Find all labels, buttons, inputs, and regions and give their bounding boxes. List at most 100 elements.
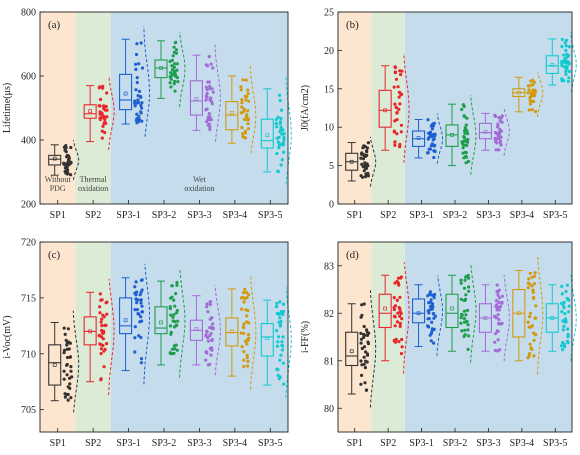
data-point: [276, 115, 280, 119]
data-point: [246, 109, 250, 113]
data-point: [430, 329, 434, 333]
data-point: [278, 324, 282, 328]
data-point: [242, 364, 246, 369]
data-point: [169, 85, 173, 89]
data-point: [399, 352, 404, 356]
data-point: [175, 280, 179, 285]
data-point: [240, 98, 244, 102]
distribution-curve: [179, 268, 186, 378]
mean-marker: [349, 349, 354, 354]
data-point: [528, 352, 532, 356]
data-point: [496, 133, 500, 137]
x-tick-label: SP3-5: [258, 210, 282, 221]
box-SP1: [345, 290, 377, 408]
data-point: [208, 303, 212, 307]
data-point: [426, 294, 430, 298]
data-point: [467, 334, 471, 338]
y-axis-label: Lifetime(μs): [2, 83, 13, 133]
data-point: [533, 271, 537, 275]
data-point: [209, 353, 213, 357]
data-point: [173, 70, 177, 74]
data-point: [280, 132, 284, 136]
data-point: [140, 278, 144, 282]
x-tick-label: SP1: [347, 438, 363, 449]
data-point: [244, 98, 248, 102]
data-point: [495, 283, 499, 287]
box-iqr: [119, 73, 133, 111]
y-tick-label: 15: [324, 84, 334, 95]
data-point: [173, 89, 177, 93]
box-SP3-5: [545, 274, 577, 362]
data-point: [99, 298, 103, 302]
data-point: [208, 87, 212, 91]
data-point: [275, 367, 279, 371]
data-point: [560, 292, 564, 296]
data-point: [105, 342, 109, 346]
data-point: [393, 119, 397, 123]
data-point: [426, 131, 431, 135]
data-point: [565, 283, 570, 287]
data-point: [69, 396, 73, 400]
data-point: [463, 278, 467, 282]
data-point: [461, 146, 465, 150]
data-point: [465, 129, 469, 133]
data-point: [566, 327, 570, 331]
box-iqr: [225, 317, 239, 347]
y-tick-label: 710: [21, 349, 36, 360]
data-point: [241, 135, 245, 139]
data-point: [392, 296, 396, 300]
y-tick-label: 5: [329, 161, 334, 172]
data-point: [429, 124, 433, 128]
data-point: [174, 48, 179, 52]
data-point: [426, 324, 430, 328]
data-point: [398, 321, 402, 326]
mean-marker: [349, 159, 354, 164]
data-point: [275, 152, 279, 156]
data-point: [176, 319, 180, 323]
data-point: [497, 296, 502, 300]
data-point: [499, 143, 503, 147]
data-point: [242, 358, 246, 362]
data-point: [63, 166, 67, 170]
data-point: [206, 64, 210, 68]
data-point: [462, 156, 466, 160]
data-point: [98, 112, 102, 116]
data-point: [363, 161, 367, 165]
data-point: [498, 305, 502, 309]
data-point: [69, 173, 73, 177]
box-SP2: [83, 278, 115, 396]
data-point: [279, 163, 283, 167]
data-point: [362, 355, 366, 359]
data-point: [392, 130, 396, 134]
box-SP3-1: [412, 113, 444, 164]
data-point: [562, 324, 566, 328]
data-point: [462, 136, 467, 140]
data-point: [97, 334, 101, 338]
data-point: [168, 351, 172, 355]
data-point: [241, 295, 245, 300]
data-point: [527, 88, 531, 92]
data-point: [566, 79, 571, 83]
y-tick-label: 0: [329, 200, 334, 211]
data-point: [134, 52, 139, 57]
data-point: [133, 104, 137, 108]
data-point: [360, 151, 364, 155]
data-point: [466, 159, 471, 164]
data-point: [69, 161, 73, 165]
data-point: [172, 325, 177, 329]
data-point: [175, 348, 179, 352]
data-point: [362, 332, 366, 337]
data-point: [139, 357, 144, 361]
data-point: [174, 51, 178, 55]
data-point: [103, 117, 107, 121]
annotation-line: Wet: [193, 175, 206, 184]
data-point: [139, 103, 143, 107]
data-point: [498, 348, 502, 352]
data-point: [204, 85, 208, 89]
x-tick-label: SP3-5: [543, 210, 567, 221]
data-point: [174, 292, 178, 296]
data-point: [394, 106, 398, 110]
panel-a: 200 400 600 800 SP1 SP2 SP3-1 SP3-2 SP3-3 SP3-4 SP…: [2, 8, 292, 221]
data-point: [274, 121, 278, 125]
data-point: [208, 333, 212, 338]
